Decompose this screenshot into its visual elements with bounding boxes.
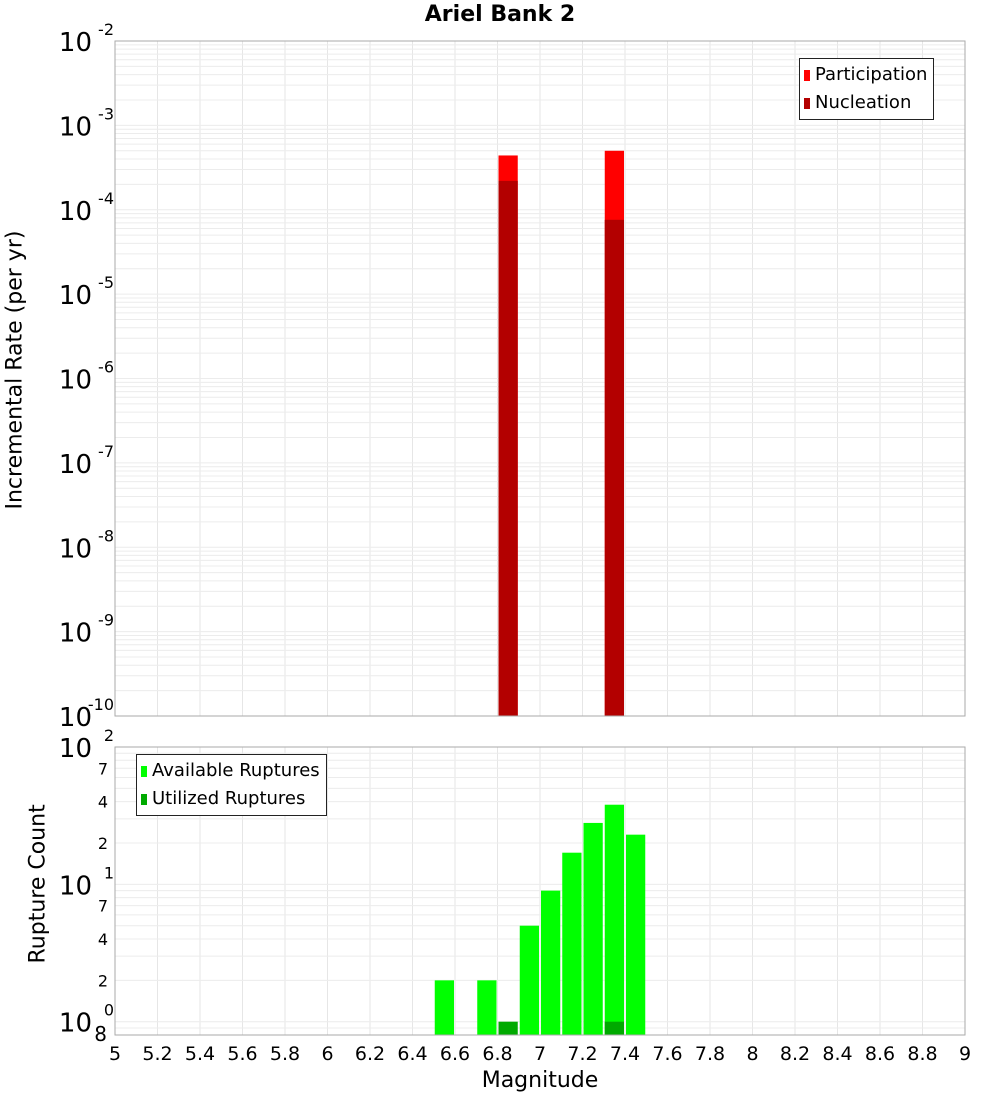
svg-text:2: 2: [104, 726, 114, 745]
svg-text:-10: -10: [88, 695, 114, 714]
y-minor-tick: 2: [98, 971, 108, 990]
bar: [604, 219, 624, 717]
x-tick: 5.4: [185, 1043, 215, 1065]
x-tick: 5: [109, 1043, 121, 1065]
svg-text:-8: -8: [98, 526, 114, 545]
x-tick: 5.2: [142, 1043, 172, 1065]
y-tick: 10: [59, 703, 92, 733]
top-plot: [114, 40, 966, 717]
y-tick: 10: [59, 197, 92, 227]
bar: [604, 804, 624, 1035]
bar: [604, 1021, 624, 1035]
legend-item-utilized: Utilized Ruptures: [141, 785, 320, 813]
y-tick: 10: [59, 1009, 92, 1039]
y-tick: 10: [59, 619, 92, 649]
bar: [541, 890, 561, 1035]
x-tick: 7.8: [695, 1043, 725, 1065]
bar: [498, 180, 518, 716]
bar: [434, 980, 454, 1035]
x-tick: 9: [959, 1043, 971, 1065]
x-tick: 7: [534, 1043, 546, 1065]
x-tick: 6.2: [355, 1043, 385, 1065]
x-tick: 8.4: [822, 1043, 852, 1065]
x-tick: 8.8: [907, 1043, 937, 1065]
y-tick: 10: [59, 28, 92, 58]
y-tick: 10: [59, 734, 92, 764]
svg-text:-4: -4: [98, 189, 114, 208]
x-tick: 5.8: [270, 1043, 300, 1065]
participation-swatch: [804, 69, 810, 81]
y-minor-tick: 4: [98, 930, 108, 949]
svg-text:-6: -6: [98, 358, 114, 377]
y-minor-tick: 4: [98, 793, 108, 812]
x-tick: 8: [746, 1043, 758, 1065]
svg-text:8: 8: [94, 1022, 107, 1046]
y-minor-tick: 2: [98, 834, 108, 853]
bar: [583, 822, 603, 1035]
x-tick: 6: [321, 1043, 333, 1065]
bar: [477, 980, 497, 1035]
y-tick: 10: [59, 450, 92, 480]
nucleation-swatch: [804, 97, 810, 109]
top-y-axis-label: Incremental Rate (per yr): [2, 230, 28, 510]
legend-item-nucleation: Nucleation: [804, 89, 927, 117]
available-swatch: [141, 765, 147, 777]
bottom-y-axis-label: Rupture Count: [25, 804, 51, 964]
x-tick: 8.6: [865, 1043, 895, 1065]
bar: [562, 852, 582, 1035]
legend-item-available: Available Ruptures: [141, 757, 320, 785]
svg-text:-7: -7: [98, 442, 114, 461]
x-tick: 6.8: [482, 1043, 512, 1065]
x-tick: 5.6: [227, 1043, 257, 1065]
svg-text:-5: -5: [98, 273, 114, 292]
bar: [626, 834, 646, 1035]
x-axis-label: Magnitude: [481, 1068, 599, 1093]
bar: [519, 925, 539, 1035]
y-minor-tick: 7: [98, 759, 108, 778]
bottom-legend: Available Ruptures Utilized Ruptures: [136, 754, 327, 816]
top-legend: Participation Nucleation: [799, 58, 935, 120]
svg-text:1: 1: [104, 863, 114, 882]
x-tick: 8.2: [780, 1043, 810, 1065]
y-minor-tick: 7: [98, 897, 108, 916]
svg-text:-2: -2: [98, 20, 114, 39]
x-tick: 6.6: [440, 1043, 470, 1065]
x-tick: 6.4: [397, 1043, 427, 1065]
x-tick: 7.6: [652, 1043, 682, 1065]
x-tick: 7.4: [610, 1043, 640, 1065]
y-tick: 10: [59, 534, 92, 564]
svg-text:-3: -3: [98, 104, 114, 123]
y-tick: 10: [59, 112, 92, 142]
bar: [498, 1021, 518, 1035]
utilized-swatch: [141, 793, 147, 805]
y-tick: 10: [59, 871, 92, 901]
chart-title: Ariel Bank 2: [424, 2, 576, 27]
y-tick: 10: [59, 366, 92, 396]
x-tick: 7.2: [567, 1043, 597, 1065]
y-tick: 10: [59, 281, 92, 311]
legend-item-participation: Participation: [804, 61, 927, 89]
svg-text:-9: -9: [98, 611, 114, 630]
svg-text:0: 0: [104, 1001, 114, 1020]
